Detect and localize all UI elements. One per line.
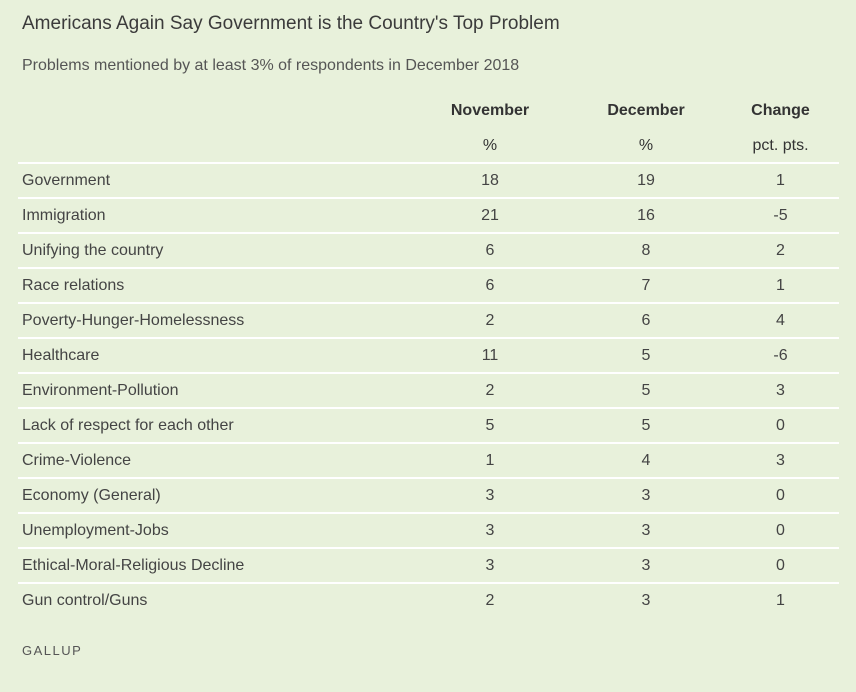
table-row: Government 18 19 1: [18, 163, 839, 198]
december-value: 5: [641, 381, 651, 399]
row-label: Economy (General): [22, 486, 161, 504]
december-value: 3: [641, 486, 651, 504]
table-row: Race relations 6 7 1: [18, 268, 839, 303]
table-row: Immigration 21 16 -5: [18, 198, 839, 233]
december-value: 8: [641, 241, 651, 259]
table-row: Economy (General) 3 3 0: [18, 478, 839, 513]
chart-subtitle: Problems mentioned by at least 3% of res…: [22, 57, 520, 74]
change-value: 4: [776, 311, 785, 329]
change-value: 1: [776, 591, 785, 609]
november-value: 2: [485, 311, 495, 329]
column-unit: %: [482, 136, 498, 154]
december-value: 5: [641, 416, 651, 434]
change-value: 2: [776, 241, 785, 259]
december-value: 5: [641, 346, 651, 364]
november-value: 3: [485, 521, 495, 539]
chart-title: Americans Again Say Government is the Co…: [22, 13, 560, 34]
november-value: 3: [485, 556, 495, 574]
november-value: 18: [481, 171, 499, 189]
row-label: Race relations: [22, 276, 125, 294]
row-label: Immigration: [22, 206, 106, 224]
row-label: Government: [22, 171, 111, 189]
table-row: Crime-Violence 1 4 3: [18, 443, 839, 478]
change-value: 0: [776, 416, 785, 434]
row-label: Poverty-Hunger-Homelessness: [22, 311, 245, 329]
change-value: 0: [776, 521, 785, 539]
row-label: Gun control/Guns: [22, 591, 148, 609]
december-value: 6: [641, 311, 651, 329]
problems-table: November December Change % % pct. pts. G…: [18, 92, 839, 617]
change-value: 3: [776, 381, 785, 399]
november-value: 11: [481, 346, 499, 364]
november-value: 21: [481, 206, 499, 224]
december-value: 4: [641, 451, 651, 469]
november-value: 6: [485, 276, 495, 294]
table-row: Lack of respect for each other 5 5 0: [18, 408, 839, 443]
header-label-cell: [18, 92, 410, 129]
december-value: 16: [637, 206, 655, 224]
gallup-logo-text: GALLUP: [22, 643, 83, 658]
december-value: 7: [641, 276, 651, 294]
november-value: 6: [485, 241, 495, 259]
header-row: November December Change: [18, 92, 839, 129]
table-row: Unifying the country 6 8 2: [18, 233, 839, 268]
december-value: 3: [641, 521, 651, 539]
column-unit: %: [638, 136, 654, 154]
column-unit: pct. pts.: [752, 136, 809, 154]
table-body: Government 18 19 1 Immigration 21 16 -5 Unifying…: [18, 163, 839, 617]
table-row: Poverty-Hunger-Homelessness 2 6 4: [18, 303, 839, 338]
row-label: Crime-Violence: [22, 451, 132, 469]
row-label: Ethical-Moral-Religious Decline: [22, 556, 245, 574]
november-value: 1: [485, 451, 495, 469]
table-row: Ethical-Moral-Religious Decline 3 3 0: [18, 548, 839, 583]
row-label: Unifying the country: [22, 241, 164, 259]
unit-label-cell: [18, 129, 410, 163]
column-header: November: [450, 101, 530, 119]
december-value: 3: [641, 556, 651, 574]
row-label: Healthcare: [22, 346, 100, 364]
change-value: 0: [776, 486, 785, 504]
change-value: -6: [773, 346, 788, 364]
december-value: 3: [641, 591, 651, 609]
change-value: 0: [776, 556, 785, 574]
table-row: Healthcare 11 5 -6: [18, 338, 839, 373]
change-value: 1: [776, 171, 785, 189]
december-value: 19: [637, 171, 655, 189]
november-value: 5: [485, 416, 495, 434]
change-value: 1: [776, 276, 785, 294]
november-value: 2: [485, 381, 495, 399]
row-label: Environment-Pollution: [22, 381, 179, 399]
unit-row: % % pct. pts.: [18, 129, 839, 163]
column-header: December: [607, 101, 685, 119]
row-label: Lack of respect for each other: [22, 416, 234, 434]
row-label: Unemployment-Jobs: [22, 521, 169, 539]
column-header: Change: [751, 101, 810, 119]
change-value: -5: [773, 206, 788, 224]
november-value: 3: [485, 486, 495, 504]
table-row: Gun control/Guns 2 3 1: [18, 583, 839, 617]
november-value: 2: [485, 591, 495, 609]
table-row: Unemployment-Jobs 3 3 0: [18, 513, 839, 548]
change-value: 3: [776, 451, 785, 469]
table-row: Environment-Pollution 2 5 3: [18, 373, 839, 408]
